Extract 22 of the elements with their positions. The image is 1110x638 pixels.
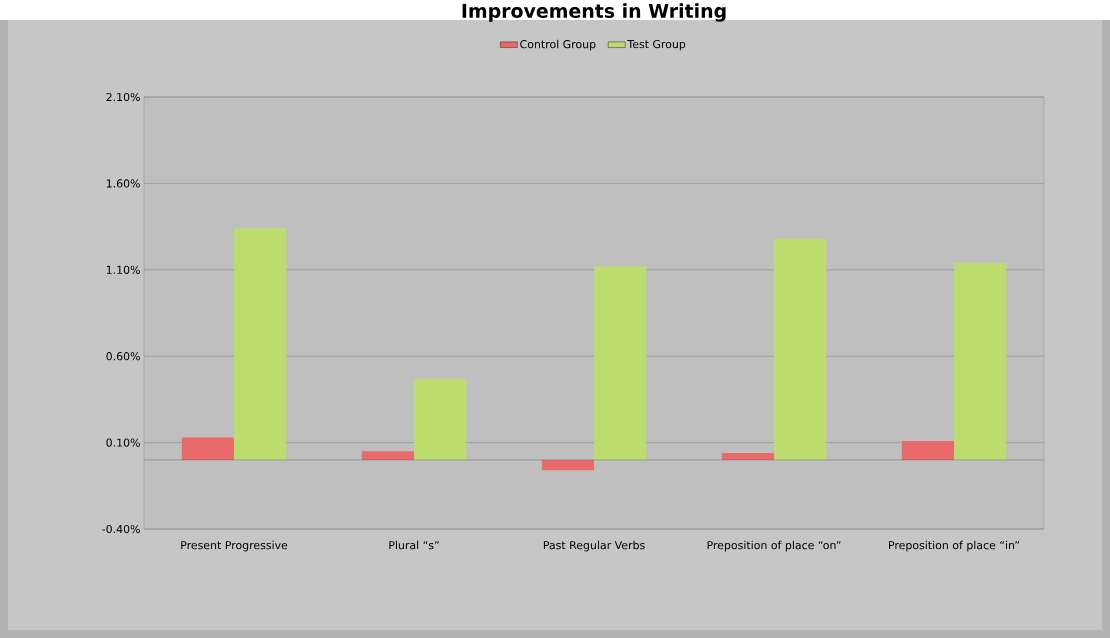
y-tick-label: 0.10% — [106, 438, 140, 447]
legend-label: Test Group — [627, 39, 686, 51]
y-tick-label: 1.60% — [106, 179, 140, 188]
bar — [594, 266, 647, 460]
bar — [414, 378, 467, 460]
bar — [361, 451, 415, 460]
x-tick-label: Past Regular Verbs — [543, 540, 645, 552]
x-tick-label: Plural “s” — [389, 540, 439, 550]
bar — [774, 238, 827, 460]
legend-label: Control Group — [520, 39, 596, 51]
chart-title: Improvements in Writing — [462, 3, 726, 22]
y-tick-label: 0.60% — [106, 352, 140, 361]
bar — [181, 437, 235, 460]
x-tick-label: Preposition of place “in” — [889, 540, 1020, 552]
x-tick-label: Present Progressive — [181, 540, 288, 552]
bar — [234, 228, 287, 460]
y-tick-label: 1.10% — [106, 265, 140, 275]
y-tick-label: -0.40% — [102, 524, 140, 534]
bar — [954, 262, 1007, 460]
y-tick-label: 2.10% — [106, 92, 140, 102]
x-tick-label: Preposition of place “on” — [707, 540, 841, 552]
bar — [901, 440, 955, 460]
